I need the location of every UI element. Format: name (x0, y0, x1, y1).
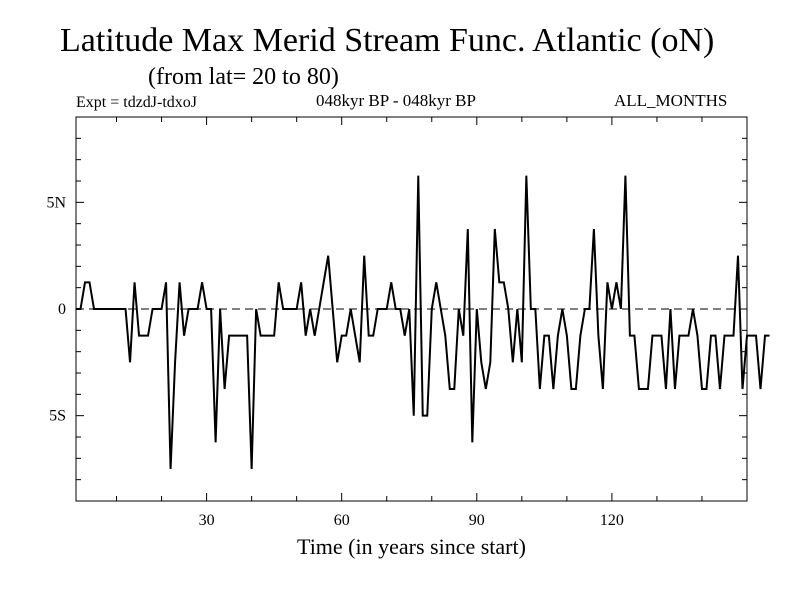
experiment-label: Expt = tdzdJ-tdxoJ (76, 94, 198, 111)
x-tick-label: 90 (469, 512, 485, 529)
plot-frame (75, 116, 748, 502)
chart-subtitle: (from lat= 20 to 80) (148, 64, 339, 90)
x-tick-label: 60 (334, 512, 350, 529)
x-tick-label: 120 (600, 512, 624, 529)
x-tick-label: 30 (199, 512, 215, 529)
chart-title: Latitude Max Merid Stream Func. Atlantic… (60, 22, 715, 59)
season-label: ALL_MONTHS (614, 91, 728, 110)
series-line (76, 175, 770, 470)
tick-labels: 30 60 90 120 5N 0 5S (46, 194, 623, 529)
axis-ticks (76, 116, 747, 502)
y-tick-label: 5N (46, 194, 66, 211)
period-label: 048kyr BP - 048kyr BP (316, 91, 476, 110)
x-axis-label: Time (in years since start) (297, 534, 526, 559)
y-tick-label: 0 (58, 301, 66, 318)
y-tick-label: 5S (49, 408, 66, 425)
